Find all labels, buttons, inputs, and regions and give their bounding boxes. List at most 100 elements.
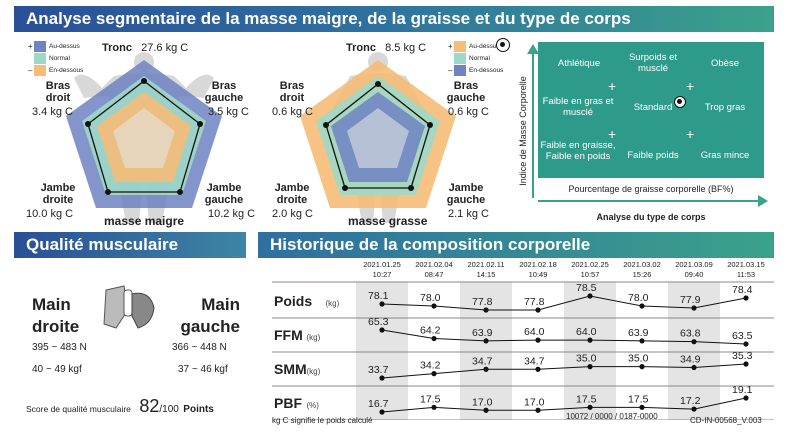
- legend-above-label: Au-dessus: [49, 42, 80, 50]
- fat-trunk-value: 8.5: [385, 42, 401, 54]
- history-data-point: [379, 375, 385, 381]
- body-type-result-marker-icon: [674, 96, 686, 108]
- fat-right-arm-unit: kg C: [290, 106, 313, 118]
- lean-left-arm-unit: kg C: [226, 106, 249, 118]
- right-hand-kgf: 40 ~ 49 kgf: [32, 364, 82, 375]
- lean-left-leg-point: [177, 189, 183, 195]
- history-data-point: [431, 404, 437, 410]
- history-data-label: 17.5: [576, 393, 597, 405]
- legend-below-label: En-dessous: [49, 66, 84, 74]
- left-hand-kgf: 37 ~ 46 kgf: [178, 364, 228, 375]
- fat-left-leg-label-1: Jambe: [448, 182, 484, 194]
- history-time: 10:27: [373, 270, 392, 279]
- lean-left-arm-label-2: gauche: [204, 92, 244, 104]
- lean-left-leg-value: 10.2: [208, 208, 230, 220]
- history-date: 2021.03.02: [623, 260, 661, 269]
- history-row-unit: (kg): [307, 333, 321, 342]
- history-data-label: 65.3: [368, 316, 389, 328]
- legend-below-swatch: [34, 64, 46, 76]
- fat-legend-normal-label: Normal: [469, 54, 490, 62]
- grid-plus-icon: +: [608, 78, 617, 94]
- history-row-unit: (kg): [326, 299, 340, 308]
- history-data-point: [743, 395, 749, 401]
- fat-mass-panel: + Au-dessus Normal – En-dessous Tronc 8.5 …: [268, 36, 518, 230]
- lean-trunk: Tronc 27.6 kg C: [102, 42, 188, 54]
- history-data-point: [691, 305, 697, 311]
- lean-right-arm-unit: kg C: [50, 106, 73, 118]
- fat-left-leg-reading: 2.1 kg C: [448, 208, 489, 220]
- legend-plus-sign: +: [28, 41, 33, 51]
- history-data-label: 64.0: [576, 326, 597, 338]
- history-data-label: 78.1: [368, 290, 389, 302]
- fat-left-leg-value: 2.1: [448, 208, 464, 220]
- legend-normal-label: Normal: [49, 54, 70, 62]
- lean-left-arm-point: [197, 121, 203, 127]
- fat-trunk: Tronc 8.5 kg C: [346, 42, 426, 54]
- history-date: 2021.02.25: [571, 260, 609, 269]
- history-data-point: [535, 337, 541, 343]
- muscle-quality-panel: Main droite Main gauche 395 ~ 483 N 40 ~…: [14, 260, 254, 436]
- history-data-point: [639, 338, 645, 344]
- history-data-label: 17.0: [472, 396, 493, 408]
- body-type-x-axis-arrow: [538, 200, 760, 202]
- lean-right-arm: Bras droit: [38, 80, 78, 104]
- history-date: 2021.01.25: [363, 260, 401, 269]
- lean-right-leg-point: [105, 189, 111, 195]
- history-time: 08:47: [425, 270, 444, 279]
- history-data-label: 34.2: [420, 360, 441, 372]
- lean-left-leg-unit: kg C: [232, 208, 256, 220]
- history-data-point: [587, 337, 593, 343]
- fat-right-leg-label-1: Jambe: [274, 182, 310, 194]
- fat-right-arm-label-1: Bras: [279, 80, 305, 92]
- history-data-label: 34.7: [524, 355, 545, 367]
- lean-left-leg-reading: 10.2 kg C: [208, 208, 255, 220]
- lean-left-arm-value: 3.5: [208, 106, 224, 118]
- body-type-cell-overweight-muscular: Surpoids et musclé: [628, 52, 678, 74]
- history-data-point: [535, 407, 541, 413]
- lean-right-leg: Jambe droite: [38, 182, 78, 206]
- fat-left-leg-point: [408, 185, 414, 191]
- lean-right-arm-point: [85, 121, 91, 127]
- fat-left-arm: Bras gauche: [446, 80, 486, 104]
- lean-left-leg-label-2: gauche: [204, 194, 244, 206]
- history-data-point: [483, 407, 489, 413]
- lean-right-leg-unit: kg C: [50, 208, 74, 220]
- history-data-label: 17.2: [680, 395, 701, 407]
- lean-right-arm-reading: 3.4 kg C: [32, 106, 73, 118]
- right-hand-title-1: Main: [32, 295, 71, 314]
- lean-trunk-value: 27.6: [141, 42, 163, 54]
- fat-inner-zone: [347, 108, 409, 168]
- history-data-point: [743, 341, 749, 347]
- lean-left-arm-reading: 3.5 kg C: [208, 106, 249, 118]
- history-data-label: 63.9: [628, 327, 649, 339]
- score-label: Score de qualité musculaire: [26, 404, 131, 414]
- history-date: 2021.02.04: [415, 260, 453, 269]
- body-type-y-arrowhead-icon: [527, 44, 539, 54]
- fat-legend-plus-sign: +: [448, 41, 453, 51]
- grid-plus-icon: +: [686, 78, 695, 94]
- score-suffix: /100: [159, 404, 179, 415]
- lean-left-arm: Bras gauche: [204, 80, 244, 104]
- lean-right-arm-label-1: Bras: [45, 80, 71, 92]
- lean-trunk-label: Tronc: [102, 42, 132, 54]
- lean-trunk-unit: kg C: [165, 42, 189, 54]
- history-row-unit: (kg): [307, 367, 321, 376]
- history-time: 15:26: [633, 270, 652, 279]
- fat-left-arm-label-1: Bras: [453, 80, 479, 92]
- score-value: 82: [139, 396, 160, 416]
- history-data-point: [535, 307, 541, 313]
- segmental-analysis-banner: Analyse segmentaire de la masse maigre, …: [14, 6, 774, 32]
- fat-legend-below-label: En-dessous: [469, 66, 504, 74]
- fat-legend-above-label: Au-dessus: [469, 42, 500, 50]
- history-data-label: 78.4: [732, 284, 753, 296]
- history-time: 10:49: [529, 270, 548, 279]
- fat-right-arm-reading: 0.6 kg C: [272, 106, 313, 118]
- grid-plus-icon: +: [608, 126, 617, 142]
- fat-left-arm-point: [427, 122, 433, 128]
- history-data-point: [431, 303, 437, 309]
- lean-left-leg-label-1: Jambe: [206, 182, 242, 194]
- history-data-point: [587, 293, 593, 299]
- fat-left-arm-label-2: gauche: [446, 92, 486, 104]
- fat-right-arm: Bras droit: [272, 80, 312, 104]
- fat-right-leg-unit: kg C: [290, 208, 313, 220]
